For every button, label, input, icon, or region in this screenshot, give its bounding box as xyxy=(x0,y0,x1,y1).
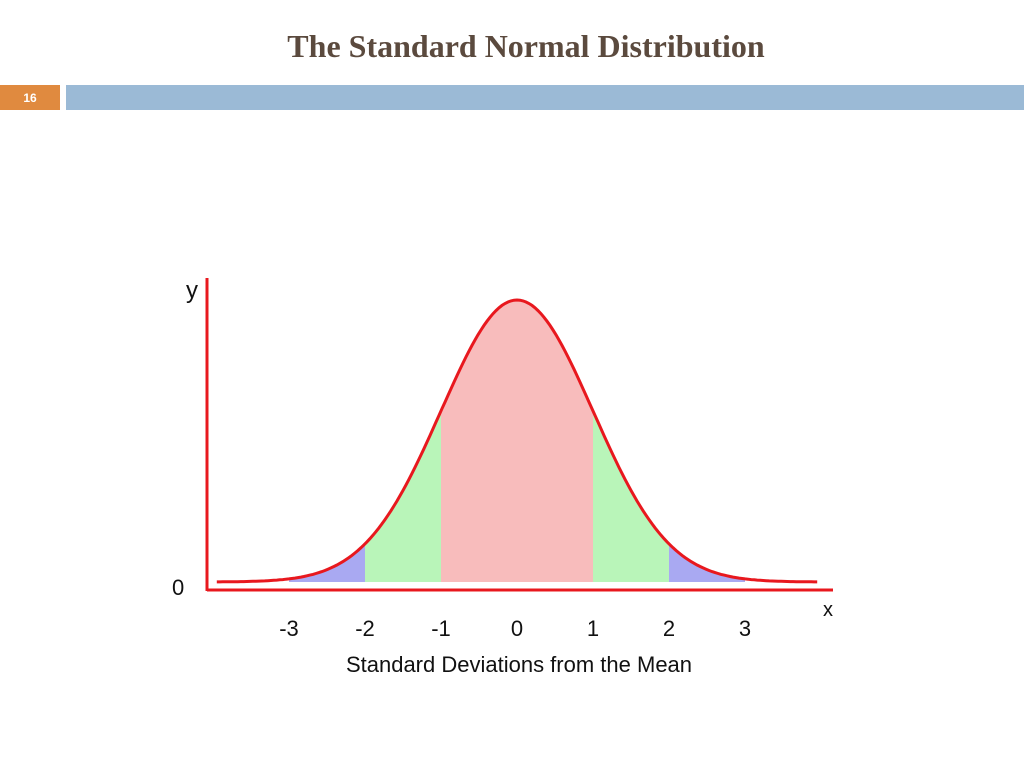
x-axis-title: Standard Deviations from the Mean xyxy=(346,652,692,677)
x-tick-label: 0 xyxy=(511,616,523,641)
region-2 xyxy=(441,300,593,582)
x-tick-label: -2 xyxy=(355,616,375,641)
x-tick-label: -3 xyxy=(279,616,299,641)
slide-number-badge: 16 xyxy=(0,85,60,110)
region-0 xyxy=(289,543,365,582)
bell-curve xyxy=(216,298,818,584)
slide-title: The Standard Normal Distribution xyxy=(287,28,765,64)
x-tick-label: 3 xyxy=(739,616,751,641)
y-axis-label: y xyxy=(186,277,198,304)
y-origin-label: 0 xyxy=(172,575,184,600)
x-tick-label: 2 xyxy=(663,616,675,641)
x-tick-label: -1 xyxy=(431,616,451,641)
region-4 xyxy=(669,543,745,582)
header-bar xyxy=(66,85,1024,110)
x-axis-letter: x xyxy=(823,599,833,621)
x-tick-label: 1 xyxy=(587,616,599,641)
x-tick-labels: -3 -2 -1 0 1 2 3 xyxy=(279,616,751,641)
shaded-regions xyxy=(289,300,745,582)
